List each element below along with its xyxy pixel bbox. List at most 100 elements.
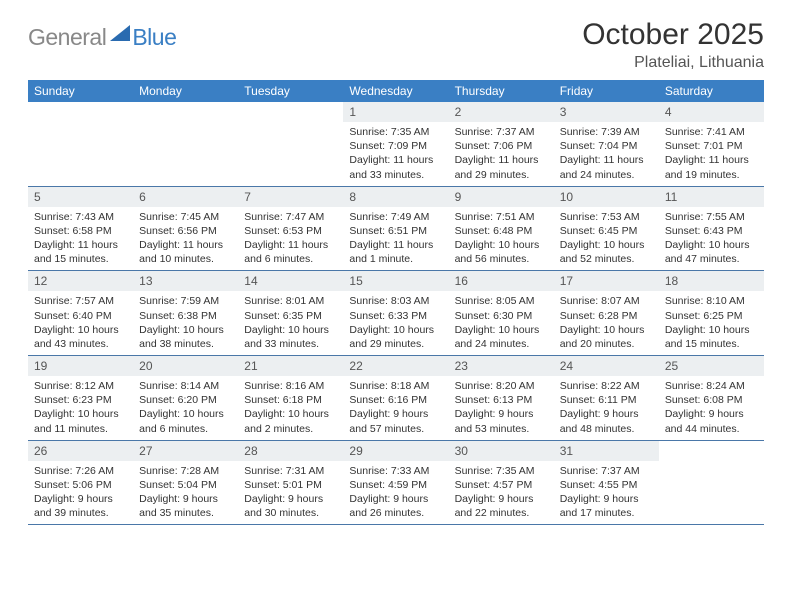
daylight-text: Daylight: 9 hours and 57 minutes. <box>349 407 442 435</box>
sunrise-text: Sunrise: 7:31 AM <box>244 464 337 478</box>
calendar-day-cell: 9Sunrise: 7:51 AMSunset: 6:48 PMDaylight… <box>449 186 554 271</box>
sunset-text: Sunset: 6:25 PM <box>665 309 758 323</box>
day-number: 10 <box>554 187 659 207</box>
day-number: 29 <box>343 441 448 461</box>
day-body: Sunrise: 7:35 AMSunset: 7:09 PMDaylight:… <box>343 122 448 186</box>
sunset-text: Sunset: 6:56 PM <box>139 224 232 238</box>
sunset-text: Sunset: 4:57 PM <box>455 478 548 492</box>
sunrise-text: Sunrise: 7:55 AM <box>665 210 758 224</box>
sunrise-text: Sunrise: 8:24 AM <box>665 379 758 393</box>
sunset-text: Sunset: 6:16 PM <box>349 393 442 407</box>
sunrise-text: Sunrise: 8:22 AM <box>560 379 653 393</box>
calendar-day-cell: 1Sunrise: 7:35 AMSunset: 7:09 PMDaylight… <box>343 102 448 186</box>
day-number: 15 <box>343 271 448 291</box>
day-number: 14 <box>238 271 343 291</box>
day-number: 12 <box>28 271 133 291</box>
day-body: Sunrise: 7:37 AMSunset: 4:55 PMDaylight:… <box>554 461 659 525</box>
day-body: Sunrise: 7:59 AMSunset: 6:38 PMDaylight:… <box>133 291 238 355</box>
title-block: October 2025 Plateliai, Lithuania <box>582 18 764 72</box>
day-body: Sunrise: 7:57 AMSunset: 6:40 PMDaylight:… <box>28 291 133 355</box>
daylight-text: Daylight: 11 hours and 6 minutes. <box>244 238 337 266</box>
calendar-day-cell: 4Sunrise: 7:41 AMSunset: 7:01 PMDaylight… <box>659 102 764 186</box>
day-body: Sunrise: 7:43 AMSunset: 6:58 PMDaylight:… <box>28 207 133 271</box>
sunrise-text: Sunrise: 7:41 AM <box>665 125 758 139</box>
sunset-text: Sunset: 6:38 PM <box>139 309 232 323</box>
calendar-day-cell: 27Sunrise: 7:28 AMSunset: 5:04 PMDayligh… <box>133 440 238 525</box>
sunset-text: Sunset: 6:33 PM <box>349 309 442 323</box>
sunset-text: Sunset: 6:43 PM <box>665 224 758 238</box>
sunset-text: Sunset: 5:06 PM <box>34 478 127 492</box>
day-number: 11 <box>659 187 764 207</box>
daylight-text: Daylight: 9 hours and 26 minutes. <box>349 492 442 520</box>
logo-text-blue: Blue <box>132 24 176 51</box>
daylight-text: Daylight: 10 hours and 52 minutes. <box>560 238 653 266</box>
daylight-text: Daylight: 9 hours and 53 minutes. <box>455 407 548 435</box>
daylight-text: Daylight: 9 hours and 17 minutes. <box>560 492 653 520</box>
location: Plateliai, Lithuania <box>582 54 764 72</box>
day-number: 22 <box>343 356 448 376</box>
calendar-day-cell <box>238 102 343 186</box>
calendar-day-cell: 20Sunrise: 8:14 AMSunset: 6:20 PMDayligh… <box>133 356 238 441</box>
sunset-text: Sunset: 5:01 PM <box>244 478 337 492</box>
calendar-week-row: 26Sunrise: 7:26 AMSunset: 5:06 PMDayligh… <box>28 440 764 525</box>
sunset-text: Sunset: 6:48 PM <box>455 224 548 238</box>
sunrise-text: Sunrise: 8:10 AM <box>665 294 758 308</box>
calendar-day-cell <box>659 440 764 525</box>
day-number: 23 <box>449 356 554 376</box>
sunrise-text: Sunrise: 7:35 AM <box>455 464 548 478</box>
day-body: Sunrise: 8:01 AMSunset: 6:35 PMDaylight:… <box>238 291 343 355</box>
daylight-text: Daylight: 10 hours and 6 minutes. <box>139 407 232 435</box>
sunrise-text: Sunrise: 7:57 AM <box>34 294 127 308</box>
sunset-text: Sunset: 6:23 PM <box>34 393 127 407</box>
day-body: Sunrise: 8:03 AMSunset: 6:33 PMDaylight:… <box>343 291 448 355</box>
day-body: Sunrise: 7:28 AMSunset: 5:04 PMDaylight:… <box>133 461 238 525</box>
weekday-header: Monday <box>133 80 238 102</box>
sunrise-text: Sunrise: 7:39 AM <box>560 125 653 139</box>
daylight-text: Daylight: 10 hours and 38 minutes. <box>139 323 232 351</box>
calendar-week-row: 1Sunrise: 7:35 AMSunset: 7:09 PMDaylight… <box>28 102 764 186</box>
day-number: 26 <box>28 441 133 461</box>
day-body: Sunrise: 7:49 AMSunset: 6:51 PMDaylight:… <box>343 207 448 271</box>
calendar-week-row: 12Sunrise: 7:57 AMSunset: 6:40 PMDayligh… <box>28 271 764 356</box>
daylight-text: Daylight: 10 hours and 20 minutes. <box>560 323 653 351</box>
daylight-text: Daylight: 10 hours and 15 minutes. <box>665 323 758 351</box>
sunset-text: Sunset: 6:13 PM <box>455 393 548 407</box>
calendar-day-cell: 14Sunrise: 8:01 AMSunset: 6:35 PMDayligh… <box>238 271 343 356</box>
sunrise-text: Sunrise: 8:07 AM <box>560 294 653 308</box>
calendar-day-cell: 29Sunrise: 7:33 AMSunset: 4:59 PMDayligh… <box>343 440 448 525</box>
page-header: General Blue October 2025 Plateliai, Lit… <box>28 18 764 72</box>
sunrise-text: Sunrise: 8:12 AM <box>34 379 127 393</box>
sunset-text: Sunset: 7:01 PM <box>665 139 758 153</box>
calendar-day-cell: 5Sunrise: 7:43 AMSunset: 6:58 PMDaylight… <box>28 186 133 271</box>
daylight-text: Daylight: 10 hours and 43 minutes. <box>34 323 127 351</box>
day-body: Sunrise: 7:26 AMSunset: 5:06 PMDaylight:… <box>28 461 133 525</box>
sunset-text: Sunset: 6:45 PM <box>560 224 653 238</box>
daylight-text: Daylight: 11 hours and 19 minutes. <box>665 153 758 181</box>
sunrise-text: Sunrise: 8:20 AM <box>455 379 548 393</box>
weekday-header: Thursday <box>449 80 554 102</box>
daylight-text: Daylight: 10 hours and 33 minutes. <box>244 323 337 351</box>
weekday-header: Saturday <box>659 80 764 102</box>
calendar-header-row: Sunday Monday Tuesday Wednesday Thursday… <box>28 80 764 102</box>
month-title: October 2025 <box>582 18 764 52</box>
calendar-day-cell: 17Sunrise: 8:07 AMSunset: 6:28 PMDayligh… <box>554 271 659 356</box>
sunset-text: Sunset: 6:35 PM <box>244 309 337 323</box>
sunset-text: Sunset: 4:59 PM <box>349 478 442 492</box>
sunrise-text: Sunrise: 7:35 AM <box>349 125 442 139</box>
day-number: 24 <box>554 356 659 376</box>
calendar-day-cell: 12Sunrise: 7:57 AMSunset: 6:40 PMDayligh… <box>28 271 133 356</box>
sunrise-text: Sunrise: 7:59 AM <box>139 294 232 308</box>
sunset-text: Sunset: 6:51 PM <box>349 224 442 238</box>
daylight-text: Daylight: 9 hours and 35 minutes. <box>139 492 232 520</box>
day-body: Sunrise: 8:07 AMSunset: 6:28 PMDaylight:… <box>554 291 659 355</box>
day-number: 7 <box>238 187 343 207</box>
daylight-text: Daylight: 10 hours and 29 minutes. <box>349 323 442 351</box>
day-body: Sunrise: 8:14 AMSunset: 6:20 PMDaylight:… <box>133 376 238 440</box>
daylight-text: Daylight: 10 hours and 11 minutes. <box>34 407 127 435</box>
weekday-header: Wednesday <box>343 80 448 102</box>
day-number: 8 <box>343 187 448 207</box>
sunset-text: Sunset: 7:09 PM <box>349 139 442 153</box>
day-body: Sunrise: 7:55 AMSunset: 6:43 PMDaylight:… <box>659 207 764 271</box>
sunrise-text: Sunrise: 8:16 AM <box>244 379 337 393</box>
sunrise-text: Sunrise: 7:37 AM <box>455 125 548 139</box>
